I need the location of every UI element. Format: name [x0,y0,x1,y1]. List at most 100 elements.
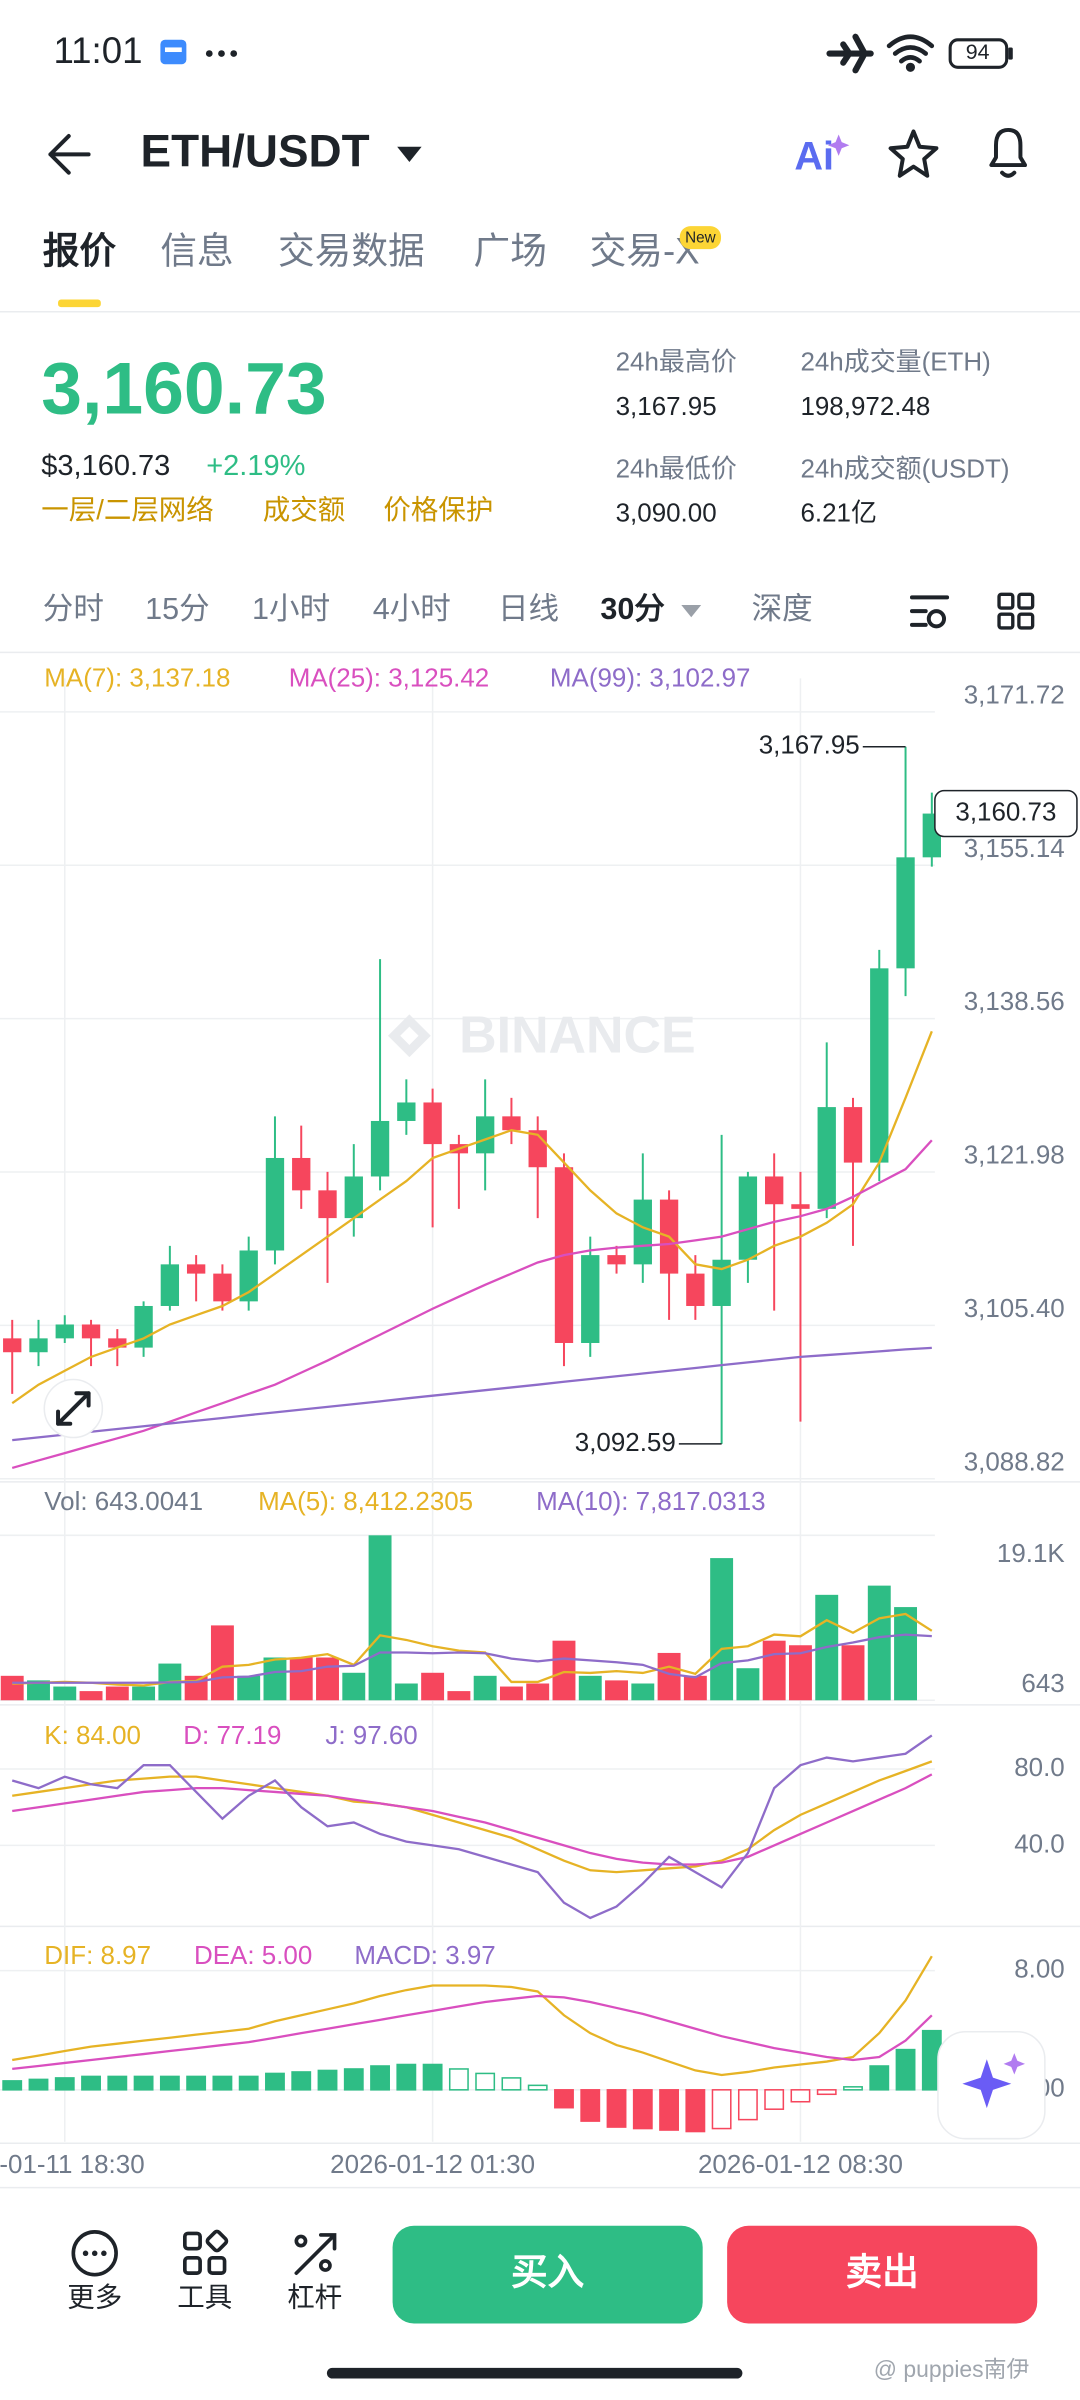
assistant-icon [962,2059,1012,2109]
candle-body [843,1107,863,1163]
volume-bar [841,1645,865,1701]
candle-body [29,1338,48,1353]
battery-tip [1008,47,1013,60]
legend-entry: K: 84.00 [44,1720,141,1750]
ai-button[interactable]: Ai [794,134,834,178]
price-change: +2.19% [206,450,305,482]
volume-bar [53,1686,77,1701]
volume-bar [473,1675,497,1701]
macd-bar [422,2063,443,2091]
candle-body [160,1264,180,1306]
last-price: 3,160.73 [41,348,326,430]
layout-button[interactable] [997,592,1035,630]
usd-price: $3,160.73 [41,450,170,482]
legend-entry: MA(10): 7,817.0313 [536,1486,765,1516]
candle-body [817,1107,836,1209]
tag-link[interactable]: 一层/二层网络 [41,494,214,525]
macd-bar [133,2075,154,2091]
nav-label[interactable]: 工具 [177,2281,232,2312]
candle-body [81,1324,101,1339]
nav-label[interactable]: 更多 [67,2281,122,2312]
tab[interactable]: 广场 [474,230,547,271]
y-tick-label: 19.1K [997,1538,1066,1568]
macd-bar [28,2078,49,2091]
macd-bar [711,2089,732,2130]
candle-body [239,1250,258,1302]
volume-ma-line [12,1633,932,1684]
interval-tab[interactable]: 日线 [498,592,559,626]
favorite-button[interactable] [888,129,939,178]
volume-bar [342,1672,366,1701]
volume-bar [657,1652,681,1701]
last-price-label: 3,160.73 [955,796,1056,826]
nav-label[interactable]: 杠杆 [287,2281,342,2312]
volume-bar [736,1668,760,1701]
macd-bar [554,2089,574,2109]
status-time: 11:01 [53,30,142,71]
candle-body [791,1204,810,1209]
new-badge [679,226,722,250]
volume-bar [132,1686,156,1701]
ai-sparkle [827,134,850,156]
candle-body [502,1116,521,1131]
ma-line [12,1346,932,1442]
battery-level: 94 [966,40,990,64]
y-tick-label: 8.00 [1014,1953,1065,1983]
candle-body [397,1102,416,1121]
extreme-label: 3,167.95 [759,730,860,760]
candle-body [292,1157,311,1191]
tag-link[interactable]: 成交额 [263,494,345,525]
y-tick-label: 3,138.56 [964,986,1065,1016]
stat-value: 198,972.48 [800,391,930,421]
y-tick-label: 643 [1021,1668,1064,1698]
buy-label: 买入 [511,2251,585,2292]
interval-tab[interactable]: 1小时 [252,592,330,626]
back-button[interactable] [48,134,91,175]
volume-bar [578,1675,602,1701]
interval-tab[interactable]: 4小时 [373,592,451,626]
tools-icon[interactable] [183,2229,229,2275]
buy-button[interactable] [392,2225,703,2324]
interval-tab[interactable]: 深度 [752,592,813,626]
interval-tab[interactable]: 分时 [43,592,104,626]
macd-bar [475,2072,496,2091]
tab[interactable]: 交易数据 [278,230,425,271]
pair-dropdown[interactable] [397,146,422,163]
macd-bar [580,2089,601,2122]
candle-body [265,1157,285,1251]
pair-title[interactable]: ETH/USDT [141,125,370,176]
candle-body [318,1190,337,1219]
legend-entry: DIF: 8.97 [44,1940,151,1970]
macd-bar [895,2048,916,2091]
volume-bar [368,1535,392,1701]
x-tick-label: 2026-01-12 08:30 [698,2149,903,2179]
alert-button[interactable] [989,127,1027,178]
interval-tab[interactable]: 15分 [145,592,210,626]
volume-bar [499,1686,523,1701]
macd-bar [317,2069,338,2091]
volume-bar [237,1675,261,1701]
legend-entry: MA(7): 3,137.18 [44,663,230,693]
legend-entry: MACD: 3.97 [354,1940,495,1970]
tab[interactable]: 报价 [43,230,117,271]
interval-dropdown[interactable] [681,605,702,618]
volume-bar [394,1683,418,1701]
tab[interactable]: 信息 [160,230,233,271]
charts: 3,171.72 3,155.14 3,138.56 3,121.98 3,105.40… [0,663,1078,2179]
more-icon[interactable] [71,2230,118,2277]
tag-link[interactable]: 价格保护 [383,494,493,525]
candle-body [581,1255,600,1343]
candle-body [55,1324,74,1339]
macd-bar [107,2075,128,2091]
legend-entry: D: 77.19 [183,1720,281,1750]
leverage-icon[interactable] [294,2233,337,2275]
volume-bar [105,1686,129,1701]
sell-button[interactable] [727,2225,1038,2324]
macd-bar [606,2089,627,2128]
stat-label: 24h成交额(USDT) [800,453,1009,483]
indicator-settings[interactable] [909,595,950,629]
candle-body [108,1338,127,1348]
interval-tab[interactable]: 30分 [600,592,665,626]
fullscreen-icon [56,1391,91,1426]
